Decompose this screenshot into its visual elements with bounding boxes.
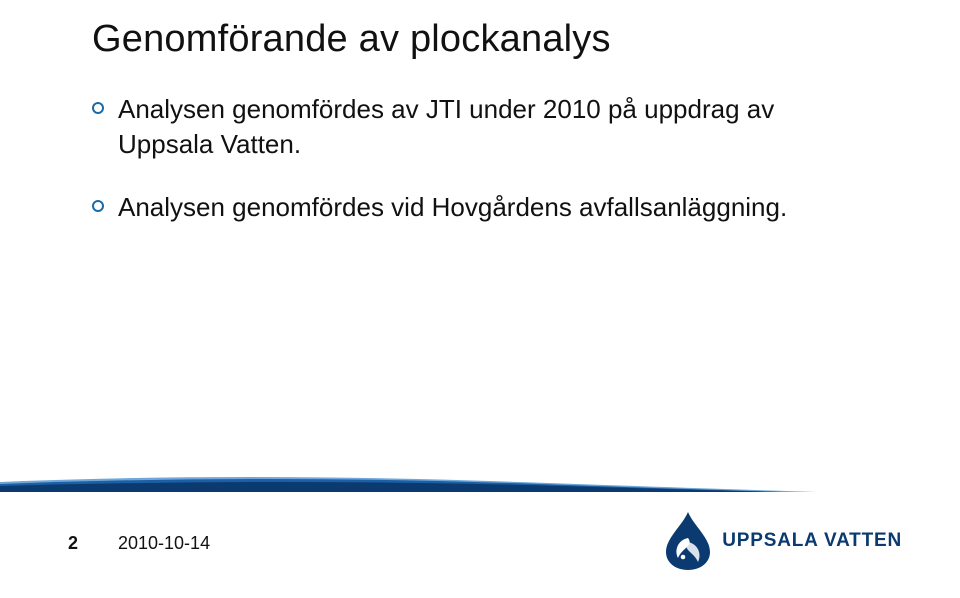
bullet-icon [92,200,104,212]
slide-title: Genomförande av plockanalys [92,18,611,61]
logo: UPPSALA VATTEN [664,510,902,570]
list-item: Analysen genomfördes av JTI under 2010 p… [92,92,822,162]
bullet-text: Analysen genomfördes av JTI under 2010 p… [118,92,822,162]
bullet-text: Analysen genomfördes vid Hovgårdens avfa… [118,190,787,225]
bullet-list: Analysen genomfördes av JTI under 2010 p… [92,92,822,253]
footer-wave [0,476,960,490]
list-item: Analysen genomfördes vid Hovgårdens avfa… [92,190,822,225]
water-drop-icon [664,510,712,570]
slide-date: 2010-10-14 [118,533,210,554]
bullet-icon [92,102,104,114]
slide: Genomförande av plockanalys Analysen gen… [0,0,960,598]
logo-text: UPPSALA VATTEN [722,531,902,550]
page-number: 2 [68,533,78,554]
